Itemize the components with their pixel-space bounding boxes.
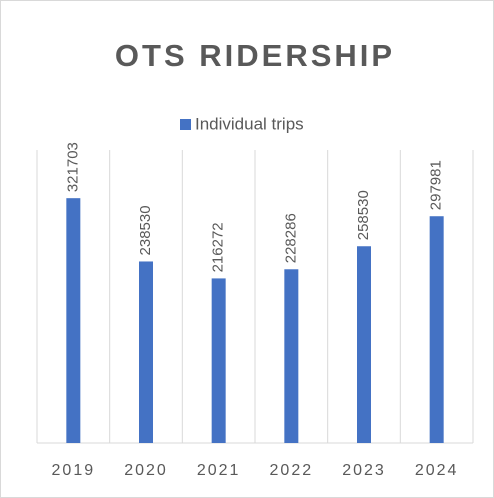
bar [211, 278, 226, 443]
x-tick-label: 2024 [415, 462, 459, 479]
legend-swatch [180, 119, 191, 130]
x-tick-label: 2019 [52, 462, 96, 479]
x-tick-label: 2021 [197, 462, 241, 479]
data-label: 321703 [64, 142, 81, 192]
bar [357, 246, 371, 443]
bar [139, 261, 153, 443]
legend-label: Individual trips [195, 114, 304, 133]
chart-title: OTS RIDERSHIP [115, 38, 395, 73]
data-label: 238530 [137, 205, 154, 255]
bar [66, 198, 81, 443]
bar [429, 216, 444, 443]
x-tick-label: 2023 [342, 462, 386, 479]
data-label: 216272 [210, 222, 227, 272]
data-label: 258530 [355, 190, 372, 240]
data-label: 297981 [428, 160, 445, 210]
data-label: 228286 [282, 213, 299, 263]
x-tick-label: 2020 [124, 462, 168, 479]
bar [284, 269, 299, 443]
x-tick-label: 2022 [270, 462, 314, 479]
